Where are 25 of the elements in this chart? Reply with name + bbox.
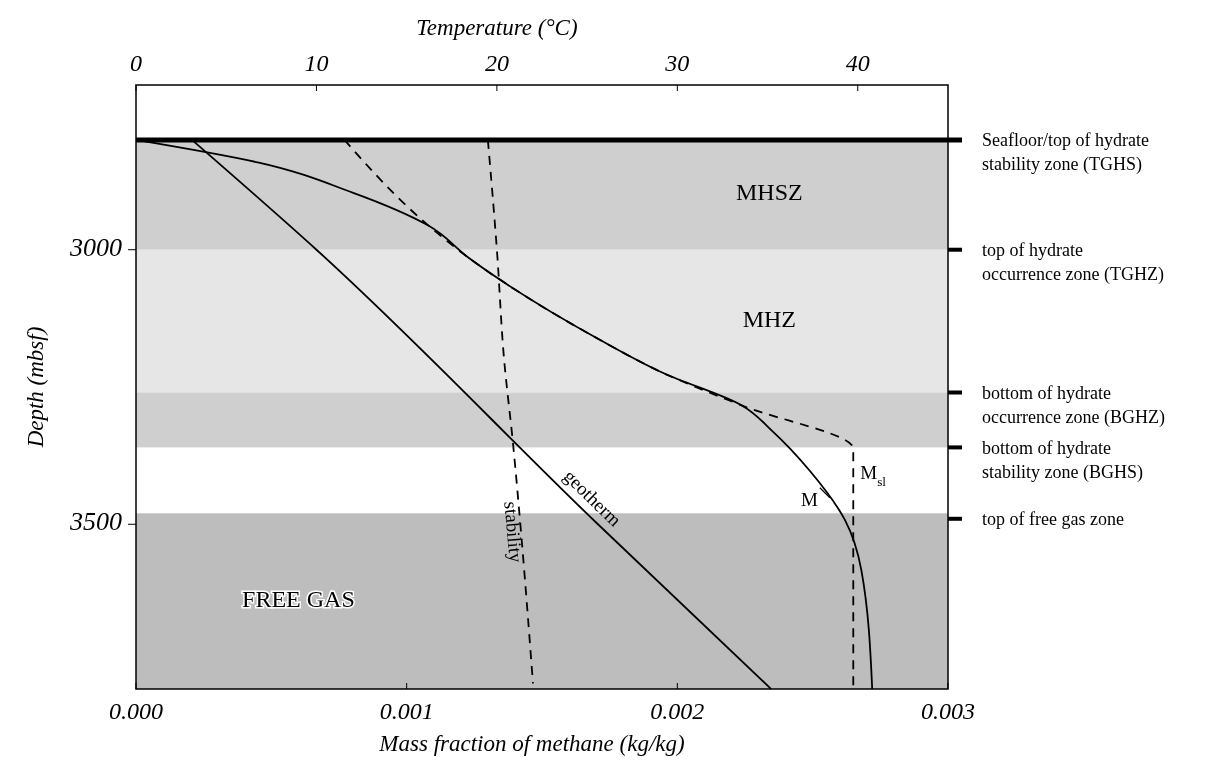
x2-axis-title: Temperature (°C) (416, 15, 578, 40)
ref-line-label: bottom of hydrate occurrence zone (BGHZ) (982, 382, 1165, 428)
x-tick-label: 0.002 (650, 698, 705, 724)
x-tick-label: 0.001 (379, 698, 434, 724)
x2-tick-label: 20 (484, 50, 509, 76)
band-label: MHSZ (736, 179, 803, 206)
ref-line-label: bottom of hydrate stability zone (BGHS) (982, 437, 1143, 483)
band-label: MHZ (742, 305, 797, 332)
x2-tick-label: 40 (845, 50, 870, 76)
ref-line-label: top of hydrate occurrence zone (TGHZ) (982, 239, 1164, 285)
legend-label: M (800, 489, 818, 511)
y-tick-label: 3000 (69, 232, 122, 262)
x2-tick-label: 0 (130, 50, 142, 76)
band-label: FREE GAS (242, 585, 355, 612)
x2-tick-label: 30 (664, 50, 690, 76)
x2-tick-label: 10 (304, 50, 329, 76)
x-tick-label: 0.003 (921, 698, 975, 724)
text: stability (499, 500, 527, 564)
y-axis-title: Depth (mbsf) (23, 326, 49, 449)
y-tick-label: 3500 (69, 507, 122, 537)
x-tick-label: 0.000 (109, 698, 163, 724)
ref-line-label: Seafloor/top of hydrate stability zone (TGHS) (982, 130, 1149, 176)
ref-line-label: top of free gas zone (982, 508, 1124, 529)
x-axis-title: Mass fraction of methane (kg/kg) (378, 731, 685, 756)
series-label: M$_{sl}$ (860, 461, 887, 489)
